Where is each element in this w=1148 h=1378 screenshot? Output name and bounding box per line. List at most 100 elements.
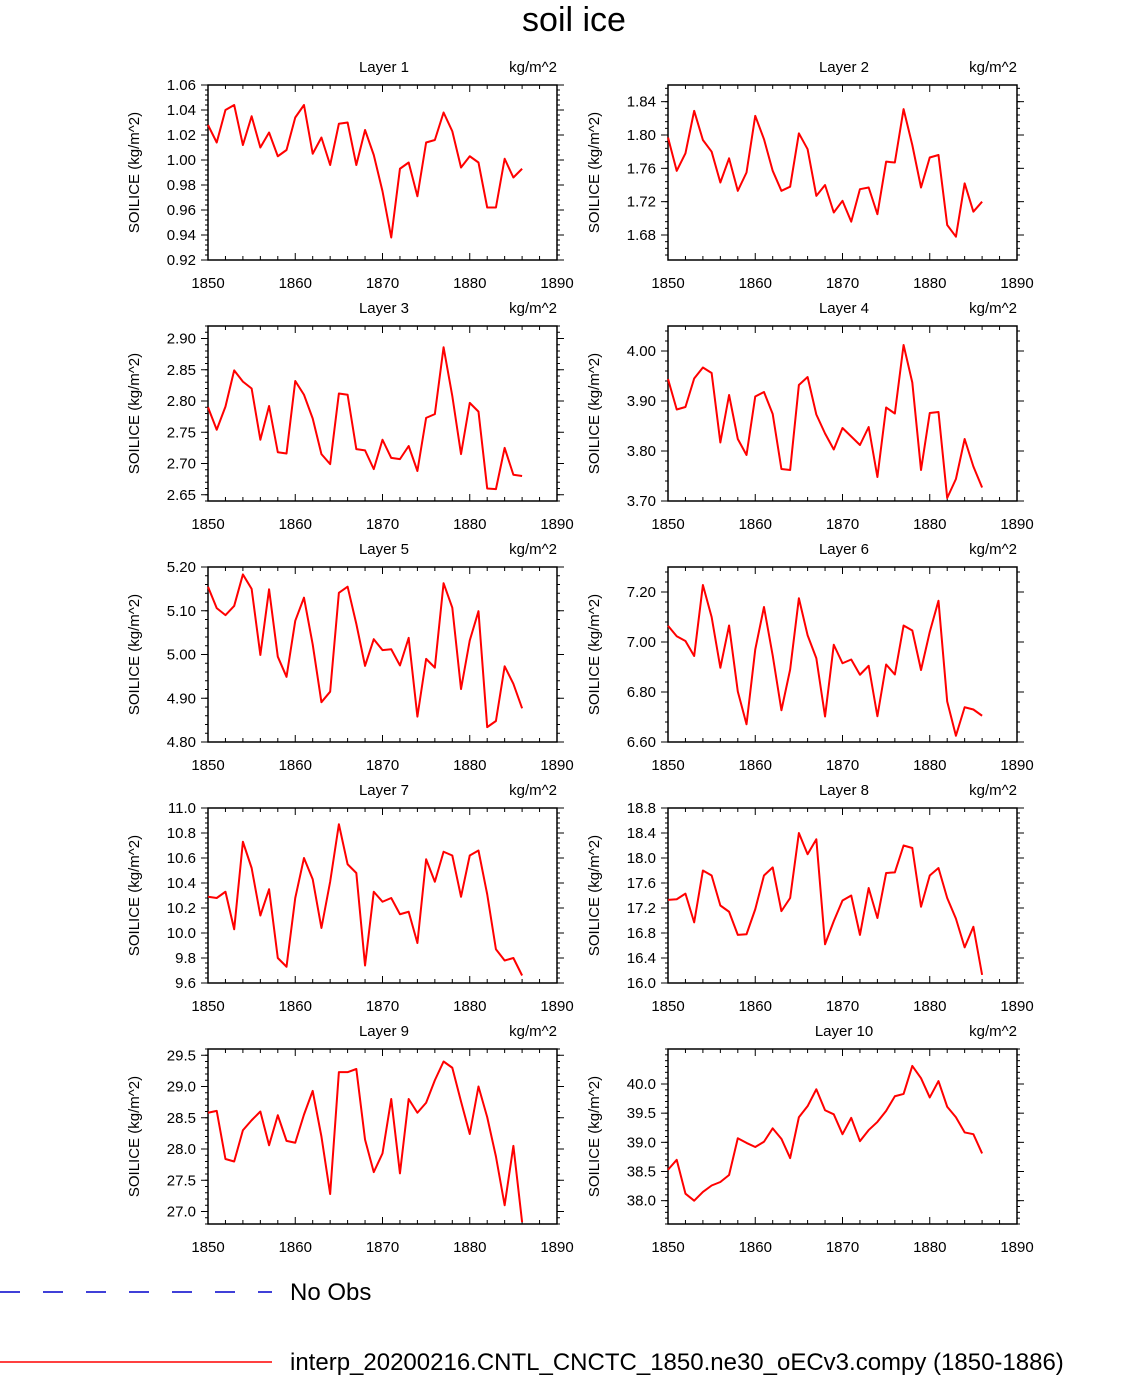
x-tick-label: 1850 xyxy=(191,1239,224,1256)
x-tick-label: 1860 xyxy=(279,757,312,774)
y-axis-label: SOILICE (kg/m^2) xyxy=(586,353,603,474)
y-tick-label: 27.0 xyxy=(167,1204,196,1221)
x-tick-label: 1860 xyxy=(279,275,312,292)
x-tick-label: 1870 xyxy=(826,516,859,533)
chart-panel-5: 1850 1860 1870 1880 1890 4.80 4.90 5.00 5.10 5.20… xyxy=(126,541,574,774)
y-tick-label: 4.90 xyxy=(167,690,196,707)
x-tick-label: 1860 xyxy=(739,757,772,774)
x-tick-label: 1880 xyxy=(453,275,486,292)
plot-frame xyxy=(667,1048,1018,1225)
x-tick-label: 1850 xyxy=(191,516,224,533)
y-tick-label: 4.00 xyxy=(627,343,656,360)
y-tick-label: 16.4 xyxy=(627,950,656,967)
panel-title: Layer 4 xyxy=(819,300,869,317)
series-line xyxy=(667,1064,984,1202)
x-tick-label: 1880 xyxy=(913,757,946,774)
x-tick-label: 1860 xyxy=(739,998,772,1015)
x-tick-label: 1880 xyxy=(453,516,486,533)
y-tick-label: 1.68 xyxy=(627,227,656,244)
y-axis-label: SOILICE (kg/m^2) xyxy=(126,835,143,956)
y-tick-label: 29.5 xyxy=(167,1047,196,1064)
x-tick-label: 1870 xyxy=(826,998,859,1015)
y-tick-label: 29.0 xyxy=(167,1079,196,1096)
panel-title: Layer 8 xyxy=(819,782,869,799)
x-tick-label: 1850 xyxy=(191,757,224,774)
plot-frame xyxy=(667,807,1018,984)
y-tick-label: 27.5 xyxy=(167,1172,196,1189)
y-tick-label: 9.8 xyxy=(175,950,196,967)
plot-frame xyxy=(207,1048,558,1225)
chart-panel-3: 1850 1860 1870 1880 1890 2.65 2.70 2.75 2.80 2.85… xyxy=(126,300,574,533)
chart-panel-1: 1850 1860 1870 1880 1890 0.92 0.94 0.96 0.98 1.00… xyxy=(126,59,574,292)
y-tick-label: 7.00 xyxy=(627,634,656,651)
y-tick-label: 6.80 xyxy=(627,684,656,701)
series-line xyxy=(207,1060,524,1223)
x-tick-label: 1850 xyxy=(651,516,684,533)
x-tick-label: 1850 xyxy=(651,757,684,774)
y-tick-label: 2.85 xyxy=(167,362,196,379)
x-tick-label: 1880 xyxy=(453,1239,486,1256)
x-tick-label: 1860 xyxy=(739,1239,772,1256)
legend-line-no-obs xyxy=(0,1291,272,1293)
panel-title: Layer 2 xyxy=(819,59,869,76)
x-tick-label: 1890 xyxy=(1000,516,1033,533)
y-tick-label: 28.5 xyxy=(167,1110,196,1127)
x-tick-label: 1870 xyxy=(366,757,399,774)
legend-label-model: interp_20200216.CNTL_CNCTC_1850.ne30_oEC… xyxy=(290,1349,1064,1376)
chart-panel-9: 1850 1860 1870 1880 1890 27.0 27.5 28.0 28.5 29.0… xyxy=(126,1023,574,1256)
y-tick-label: 1.02 xyxy=(167,127,196,144)
y-tick-label: 11.0 xyxy=(168,800,196,817)
plot-frame xyxy=(207,325,558,502)
y-tick-label: 9.6 xyxy=(175,975,196,992)
x-tick-label: 1880 xyxy=(913,275,946,292)
x-tick-label: 1880 xyxy=(913,998,946,1015)
y-tick-label: 0.96 xyxy=(167,202,196,219)
y-tick-label: 2.90 xyxy=(167,331,196,348)
x-tick-label: 1880 xyxy=(453,757,486,774)
panel-title: Layer 6 xyxy=(819,541,869,558)
x-tick-label: 1890 xyxy=(540,757,573,774)
x-tick-label: 1890 xyxy=(1000,1239,1033,1256)
plot-frame xyxy=(207,807,558,984)
x-tick-label: 1880 xyxy=(913,1239,946,1256)
x-tick-label: 1860 xyxy=(279,516,312,533)
y-tick-label: 5.10 xyxy=(167,603,196,620)
y-tick-label: 17.2 xyxy=(627,900,656,917)
y-tick-label: 6.60 xyxy=(627,734,656,751)
series-line xyxy=(207,823,523,976)
y-tick-label: 4.80 xyxy=(167,734,196,751)
y-tick-label: 10.2 xyxy=(167,900,196,917)
units-label: kg/m^2 xyxy=(509,300,557,317)
y-axis-label: SOILICE (kg/m^2) xyxy=(126,1076,143,1197)
plot-frame xyxy=(667,325,1018,502)
y-tick-label: 38.0 xyxy=(627,1193,656,1210)
y-axis-label: SOILICE (kg/m^2) xyxy=(126,353,143,474)
units-label: kg/m^2 xyxy=(509,782,557,799)
x-tick-label: 1870 xyxy=(366,998,399,1015)
series-line xyxy=(207,573,524,729)
y-tick-label: 1.00 xyxy=(167,152,196,169)
page-title: soil ice xyxy=(522,1,626,39)
y-tick-label: 17.6 xyxy=(627,875,656,892)
y-tick-label: 3.70 xyxy=(627,493,656,510)
y-axis-label: SOILICE (kg/m^2) xyxy=(126,112,143,233)
chart-panel-7: 1850 1860 1870 1880 1890 9.6 9.8 10.0 10.2 10.4 10… xyxy=(126,782,574,1015)
legend-label-no-obs: No Obs xyxy=(290,1279,372,1306)
x-tick-label: 1890 xyxy=(1000,275,1033,292)
y-tick-label: 16.8 xyxy=(627,925,656,942)
units-label: kg/m^2 xyxy=(509,541,557,558)
x-tick-label: 1890 xyxy=(1000,998,1033,1015)
y-tick-label: 3.90 xyxy=(627,393,656,410)
y-tick-label: 5.20 xyxy=(167,559,196,576)
panel-title: Layer 10 xyxy=(815,1023,873,1040)
series-line xyxy=(667,584,983,737)
chart-panel-10: 1850 1860 1870 1880 1890 38.0 38.5 39.0 39.5 40.0… xyxy=(586,1023,1034,1256)
x-tick-label: 1890 xyxy=(540,998,573,1015)
x-tick-label: 1860 xyxy=(279,1239,312,1256)
x-tick-label: 1860 xyxy=(739,275,772,292)
y-tick-label: 3.80 xyxy=(627,443,656,460)
legend-line-model xyxy=(0,1361,272,1363)
panel-title: Layer 7 xyxy=(359,782,409,799)
x-tick-label: 1850 xyxy=(191,275,224,292)
series-line xyxy=(207,104,523,239)
